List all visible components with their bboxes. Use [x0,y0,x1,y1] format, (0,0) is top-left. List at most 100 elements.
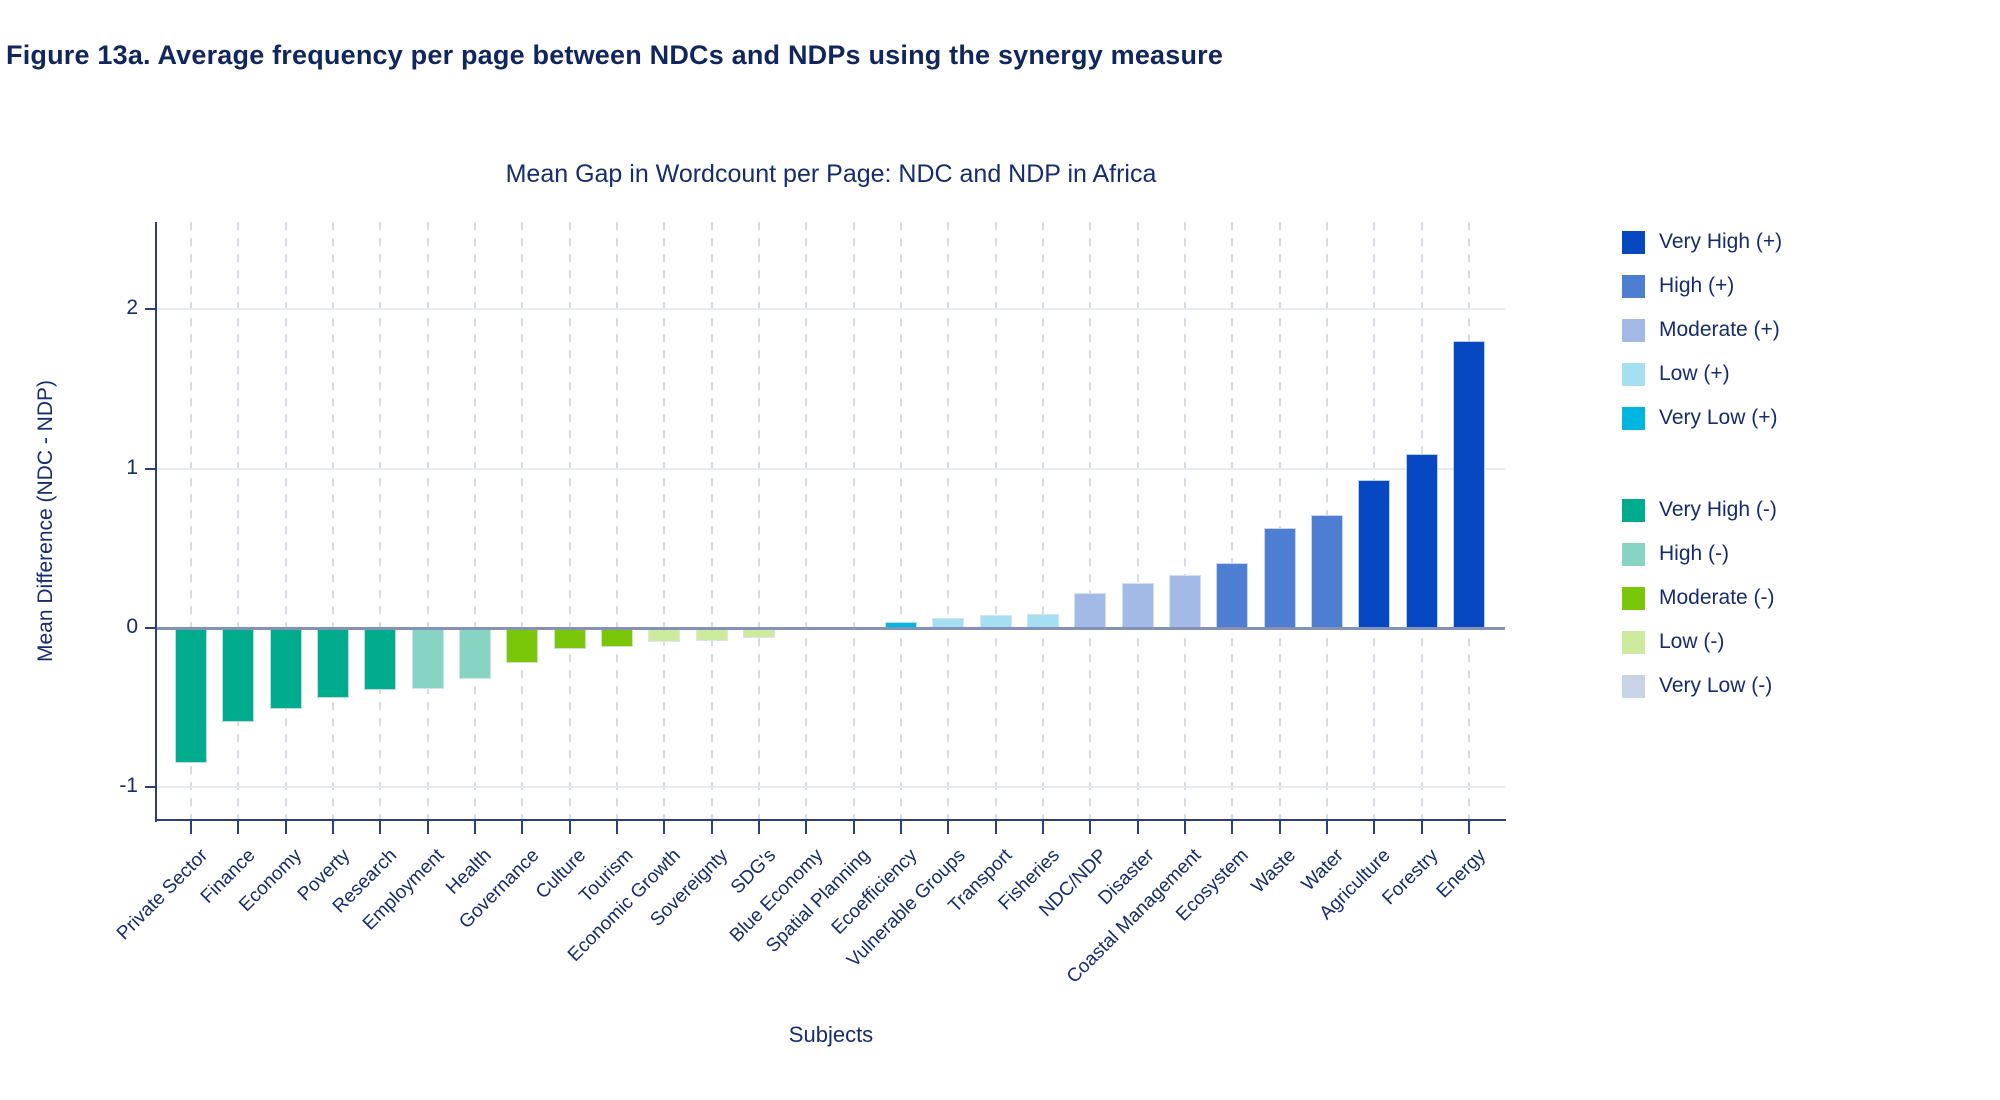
y-axis-spine [155,222,157,822]
x-tick-mark [615,821,618,834]
x-tick-mark [1041,821,1044,834]
vertical-gridline [1278,222,1281,819]
legend-swatch-very-high [1622,498,1645,522]
legend-item-high[interactable]: High (-) [1622,532,1782,576]
legend-label-high: High (-) [1659,542,1730,565]
vertical-gridline [663,222,666,819]
x-tick-mark [426,821,429,834]
legend-item-high[interactable]: High (+) [1622,264,1782,308]
bar-sovereignty[interactable] [695,628,728,641]
x-tick-mark [1325,821,1328,834]
legend-item-moderate[interactable]: Moderate (-) [1622,576,1782,620]
y-tick-label--1: -1 [119,774,138,798]
bar-culture[interactable] [553,628,586,649]
legend-item-very-low[interactable]: Very Low (-) [1622,664,1782,708]
figure-title: Figure 13a. Average frequency per page b… [6,40,1224,70]
x-tick-mark [805,821,808,834]
legend-swatch-low [1622,630,1645,654]
x-tick-mark [379,821,382,834]
bar-ndc-ndp[interactable] [1074,592,1107,628]
bar-coastal-management[interactable] [1168,575,1201,628]
vertical-gridline [190,222,192,819]
legend-label-very-low: Very Low (+) [1659,406,1778,429]
horizontal-gridline-2 [157,308,1505,311]
x-tick-mark [1089,821,1092,834]
vertical-gridline [521,222,524,819]
vertical-gridline [710,222,713,819]
x-category-label-waste: Waste [1248,845,1301,898]
vertical-gridline [615,222,618,819]
x-tick-mark [757,821,760,834]
y-tick-label-0: 0 [126,615,138,638]
bar-forestry[interactable] [1405,454,1438,628]
x-tick-mark [947,821,950,834]
y-tick-mark [145,786,155,789]
vertical-gridline [1136,222,1139,819]
x-tick-mark [1183,821,1186,834]
bar-waste[interactable] [1263,527,1296,628]
x-tick-mark [1136,821,1139,834]
bar-health[interactable] [458,628,491,679]
y-tick-mark [145,308,155,311]
bar-private-sector[interactable] [175,628,207,764]
x-tick-mark [994,821,997,834]
legend-swatch-high [1622,542,1645,566]
legend-item-moderate[interactable]: Moderate (+) [1622,308,1782,352]
bar-water[interactable] [1310,514,1343,628]
y-tick-label-2: 2 [126,296,138,320]
legend-item-very-high[interactable]: Very High (-) [1622,488,1782,532]
legend-item-very-high[interactable]: Very High (+) [1622,220,1782,264]
legend-item-very-low[interactable]: Very Low (+) [1622,396,1782,440]
y-tick-label-1: 1 [126,455,138,479]
horizontal-gridline-1 [157,467,1505,470]
vertical-gridline [852,222,855,819]
plot-area [145,222,1506,834]
vertical-gridline [1041,222,1044,819]
zero-baseline [157,626,1505,630]
legend-swatch-very-low [1622,674,1645,698]
x-category-label-energy: Energy [1432,845,1490,903]
bar-poverty[interactable] [316,628,349,699]
vertical-gridline [1183,222,1186,819]
x-tick-mark [190,821,192,834]
bar-agriculture[interactable] [1358,479,1391,628]
x-tick-mark [1231,821,1234,834]
bar-economic-growth[interactable] [648,628,681,643]
bar-governance[interactable] [506,628,539,664]
x-tick-mark [852,821,855,834]
x-tick-mark [521,821,524,834]
bar-tourism[interactable] [600,628,633,648]
vertical-gridline [331,222,334,819]
bar-research[interactable] [364,628,397,691]
chart-title: Mean Gap in Wordcount per Page: NDC and … [505,160,1157,188]
vertical-gridline [379,222,382,819]
legend-item-low[interactable]: Low (-) [1622,620,1782,664]
x-tick-mark [663,821,666,834]
bar-energy[interactable] [1452,341,1485,628]
legend-label-high: High (+) [1659,274,1735,297]
bar-employment[interactable] [411,628,444,689]
legend-swatch-very-high [1622,230,1645,254]
legend-swatch-moderate [1622,586,1645,610]
vertical-gridline [899,222,902,819]
horizontal-gridline--1 [157,786,1505,789]
x-tick-mark [1278,821,1281,834]
legend-label-very-high: Very High (+) [1659,230,1783,253]
y-tick-mark [145,467,155,470]
bar-finance[interactable] [222,628,255,723]
bar-disaster[interactable] [1121,583,1154,628]
bar-ecosystem[interactable] [1216,562,1249,628]
legend-item-low[interactable]: Low (+) [1622,352,1782,396]
x-tick-mark [568,821,571,834]
y-tick-mark [145,627,155,629]
vertical-gridline [568,222,571,819]
legend-swatch-very-low [1622,406,1645,430]
x-tick-mark [473,821,476,834]
legend-label-low: Low (-) [1659,630,1725,653]
bar-economy[interactable] [269,628,302,710]
legend-label-moderate: Moderate (-) [1659,586,1775,609]
x-tick-mark [237,821,240,834]
legend-label-very-low: Very Low (-) [1659,674,1773,697]
legend-swatch-moderate [1622,318,1645,342]
